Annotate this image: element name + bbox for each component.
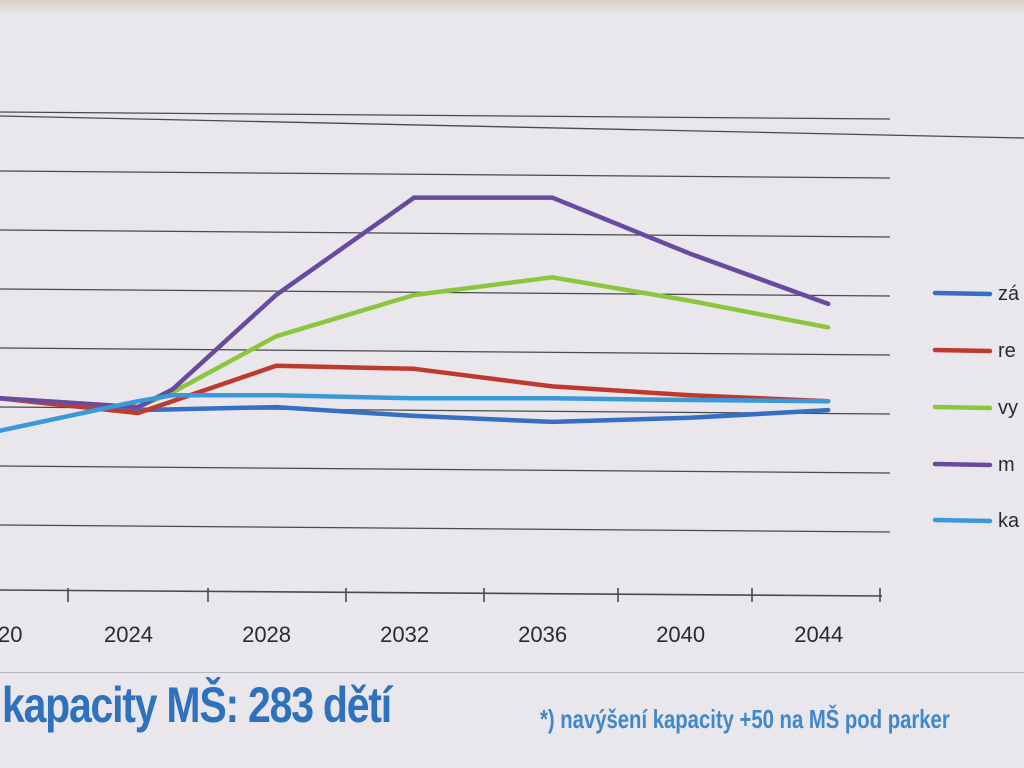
gridline: [0, 524, 891, 533]
x-axis-line: [0, 589, 883, 597]
series-line: [0, 363, 831, 416]
capacity-footnote: *) navýšení kapacity +50 na MŠ pod parke…: [540, 704, 950, 734]
gridline: [0, 170, 891, 179]
x-tick-label: 20: [0, 622, 22, 647]
series-line: [0, 275, 831, 410]
x-axis: 20 2024 2028 2032 2036 2040 2044: [0, 588, 883, 647]
legend-label: ka: [998, 510, 1020, 532]
series-line: [0, 195, 831, 410]
gridline: [0, 347, 891, 356]
x-tick-label: 2044: [794, 622, 843, 647]
x-tick-label: 2028: [242, 622, 291, 647]
gridlines: [0, 111, 1024, 533]
gridline: [0, 115, 1024, 139]
legend-swatch: [932, 517, 993, 524]
legend-swatch: [932, 290, 993, 297]
chart-svg: 20 2024 2028 2032 2036 2040 2044 zá re vy m ka: [0, 111, 1024, 647]
legend-swatch: [932, 347, 993, 354]
x-tick-label: 2032: [380, 622, 429, 647]
capacity-heading: kapacity MŠ: 283 dětí: [2, 677, 392, 733]
series-lines: [0, 195, 831, 433]
gridline: [0, 229, 891, 238]
gridline: [0, 465, 891, 474]
x-tick-label: 2040: [656, 622, 705, 647]
photo-top-edge: [0, 0, 1024, 14]
series-line: [0, 396, 831, 425]
x-tick-label: 2024: [104, 622, 153, 647]
legend-label: m: [998, 454, 1015, 476]
x-tick-label: 2036: [518, 622, 567, 647]
legend-label: zá: [998, 283, 1020, 305]
gridline: [0, 111, 891, 120]
legend: zá re vy m ka: [932, 283, 1020, 532]
legend-label: vy: [998, 397, 1018, 419]
footer-divider: [0, 672, 1024, 673]
legend-label: re: [998, 340, 1016, 362]
line-chart: 20 2024 2028 2032 2036 2040 2044 zá re vy m ka: [0, 111, 1024, 647]
legend-swatch: [932, 461, 993, 468]
legend-swatch: [932, 404, 993, 411]
series-line: [0, 393, 831, 433]
